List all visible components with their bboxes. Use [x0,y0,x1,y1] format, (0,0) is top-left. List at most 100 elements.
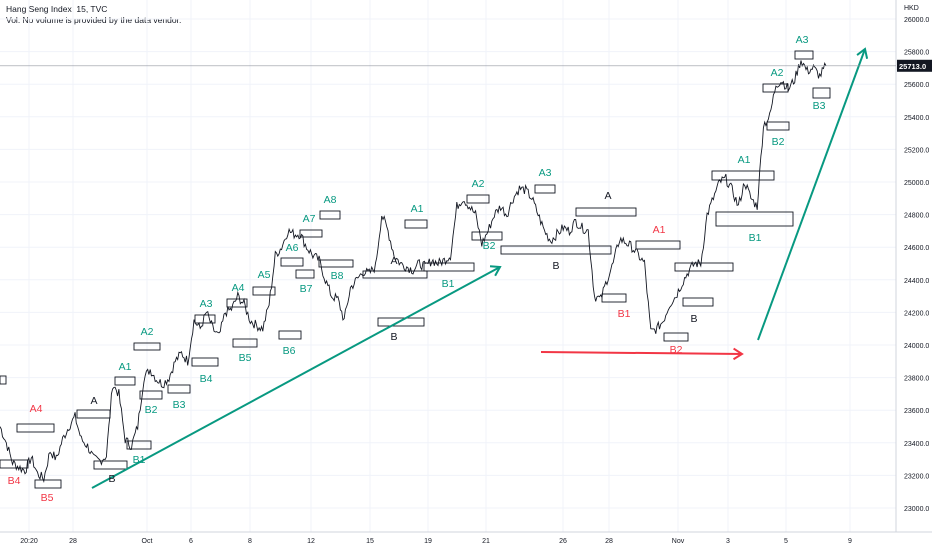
grid-lines [0,0,896,532]
wave-label: B3 [813,100,826,112]
wave-label: B1 [749,232,762,244]
annotation-box [362,270,428,279]
x-tick-label: 28 [69,538,77,545]
annotation-box [794,50,814,60]
last-price-marker: 25713.0 [0,59,932,72]
x-tick-label: 26 [559,538,567,545]
annotation-box [500,245,612,255]
wave-label: A3 [539,167,552,179]
wave-label: A8 [324,194,337,206]
annotation-box [404,219,428,229]
wave-label: A6 [286,242,299,254]
y-tick-label: 26000.0 [904,17,929,24]
currency-label: HKD [904,5,919,12]
annotation-box [318,259,354,268]
annotation-box [16,423,55,433]
wave-label: B1 [618,308,631,320]
axes: HKD [0,0,932,533]
annotation-box [682,297,714,307]
last-price-value: 25713.0 [899,62,926,71]
wave-label: B2 [772,136,785,148]
y-tick-label: 23000.0 [904,506,929,513]
y-tick-label: 25800.0 [904,50,929,57]
wave-label: A1 [738,154,751,166]
y-tick-label: 23800.0 [904,376,929,383]
annotation-boxes [0,50,831,489]
wave-label: B2 [145,404,158,416]
annotation-box [711,170,775,181]
y-tick-label: 25200.0 [904,147,929,154]
x-tick-label: 9 [848,538,852,545]
y-tick-label: 24000.0 [904,343,929,350]
y-tick-label: 23400.0 [904,441,929,448]
wave-label: A [90,395,97,407]
x-tick-label: 21 [482,538,490,545]
x-tick-label: 19 [424,538,432,545]
annotation-box [575,207,637,217]
annotation-box [319,210,341,220]
annotation-box [93,460,128,470]
x-tick-label: 8 [248,538,252,545]
wave-label: A5 [258,269,271,281]
wave-label: B [390,331,397,343]
annotation-box [280,257,304,267]
wave-label: A1 [653,224,666,236]
annotation-box [191,357,219,367]
chart-title: Hang Seng Index, 15, TVC [6,4,108,14]
annotation-box [126,440,152,450]
wave-label: A3 [796,34,809,46]
annotation-box [194,314,216,324]
uptrend-arrow-1-head [489,265,502,277]
chart-header: Hang Seng Index, 15, TVC Vol: No volume … [6,4,181,26]
wave-labels: A4 B4 B5 A B A1 B1 A2 B2 B3 A3 B4 A4 B5 A5 B6 A6 B7 A7 B8 A8… [8,34,826,504]
wave-label: A4 [232,282,245,294]
wave-label: A2 [141,326,154,338]
wave-label: B [690,313,697,325]
annotation-box [534,184,556,194]
annotation-box [278,330,302,340]
x-tick-label: Oct [142,538,153,545]
y-tick-label: 23600.0 [904,408,929,415]
x-tick-label: 5 [784,538,788,545]
wave-label: B5 [41,492,54,504]
wave-label: B3 [173,399,186,411]
y-tick-label: 24800.0 [904,213,929,220]
annotation-box [466,194,490,204]
wave-label: A [390,255,397,267]
y-tick-label: 24600.0 [904,245,929,252]
y-axis-labels: 26000.0 25800.0 25600.0 25400.0 25200.0 25000… [904,17,929,513]
annotation-box [0,375,7,385]
price-series [0,60,827,484]
wave-label: B [552,260,559,272]
uptrend-arrow-1 [91,266,501,489]
wave-label: B4 [8,475,21,487]
annotation-box [601,293,627,303]
wave-label: B1 [442,278,455,290]
uptrend-arrow-2 [757,48,866,341]
annotation-box [377,317,425,327]
annotation-box [812,87,831,99]
annotation-box [167,384,191,394]
y-tick-label: 25600.0 [904,82,929,89]
annotation-box [232,338,258,348]
annotation-box [0,459,29,469]
wave-label: A4 [30,403,43,415]
support-arrow [540,351,743,355]
x-tick-label: 28 [605,538,613,545]
wave-label: A1 [411,203,424,215]
price-line [0,60,827,484]
wave-label: A2 [771,67,784,79]
wave-label: B4 [200,373,213,385]
y-tick-label: 23200.0 [904,473,929,480]
wave-label: B1 [133,454,146,466]
wave-label: B2 [483,240,496,252]
x-tick-label: 20:20 [20,538,38,545]
wave-label: B6 [283,345,296,357]
wave-label: B7 [300,283,313,295]
y-tick-label: 24200.0 [904,310,929,317]
annotation-box [663,332,689,342]
y-tick-label: 25400.0 [904,115,929,122]
x-tick-label: 15 [366,538,374,545]
wave-label: A7 [303,213,316,225]
